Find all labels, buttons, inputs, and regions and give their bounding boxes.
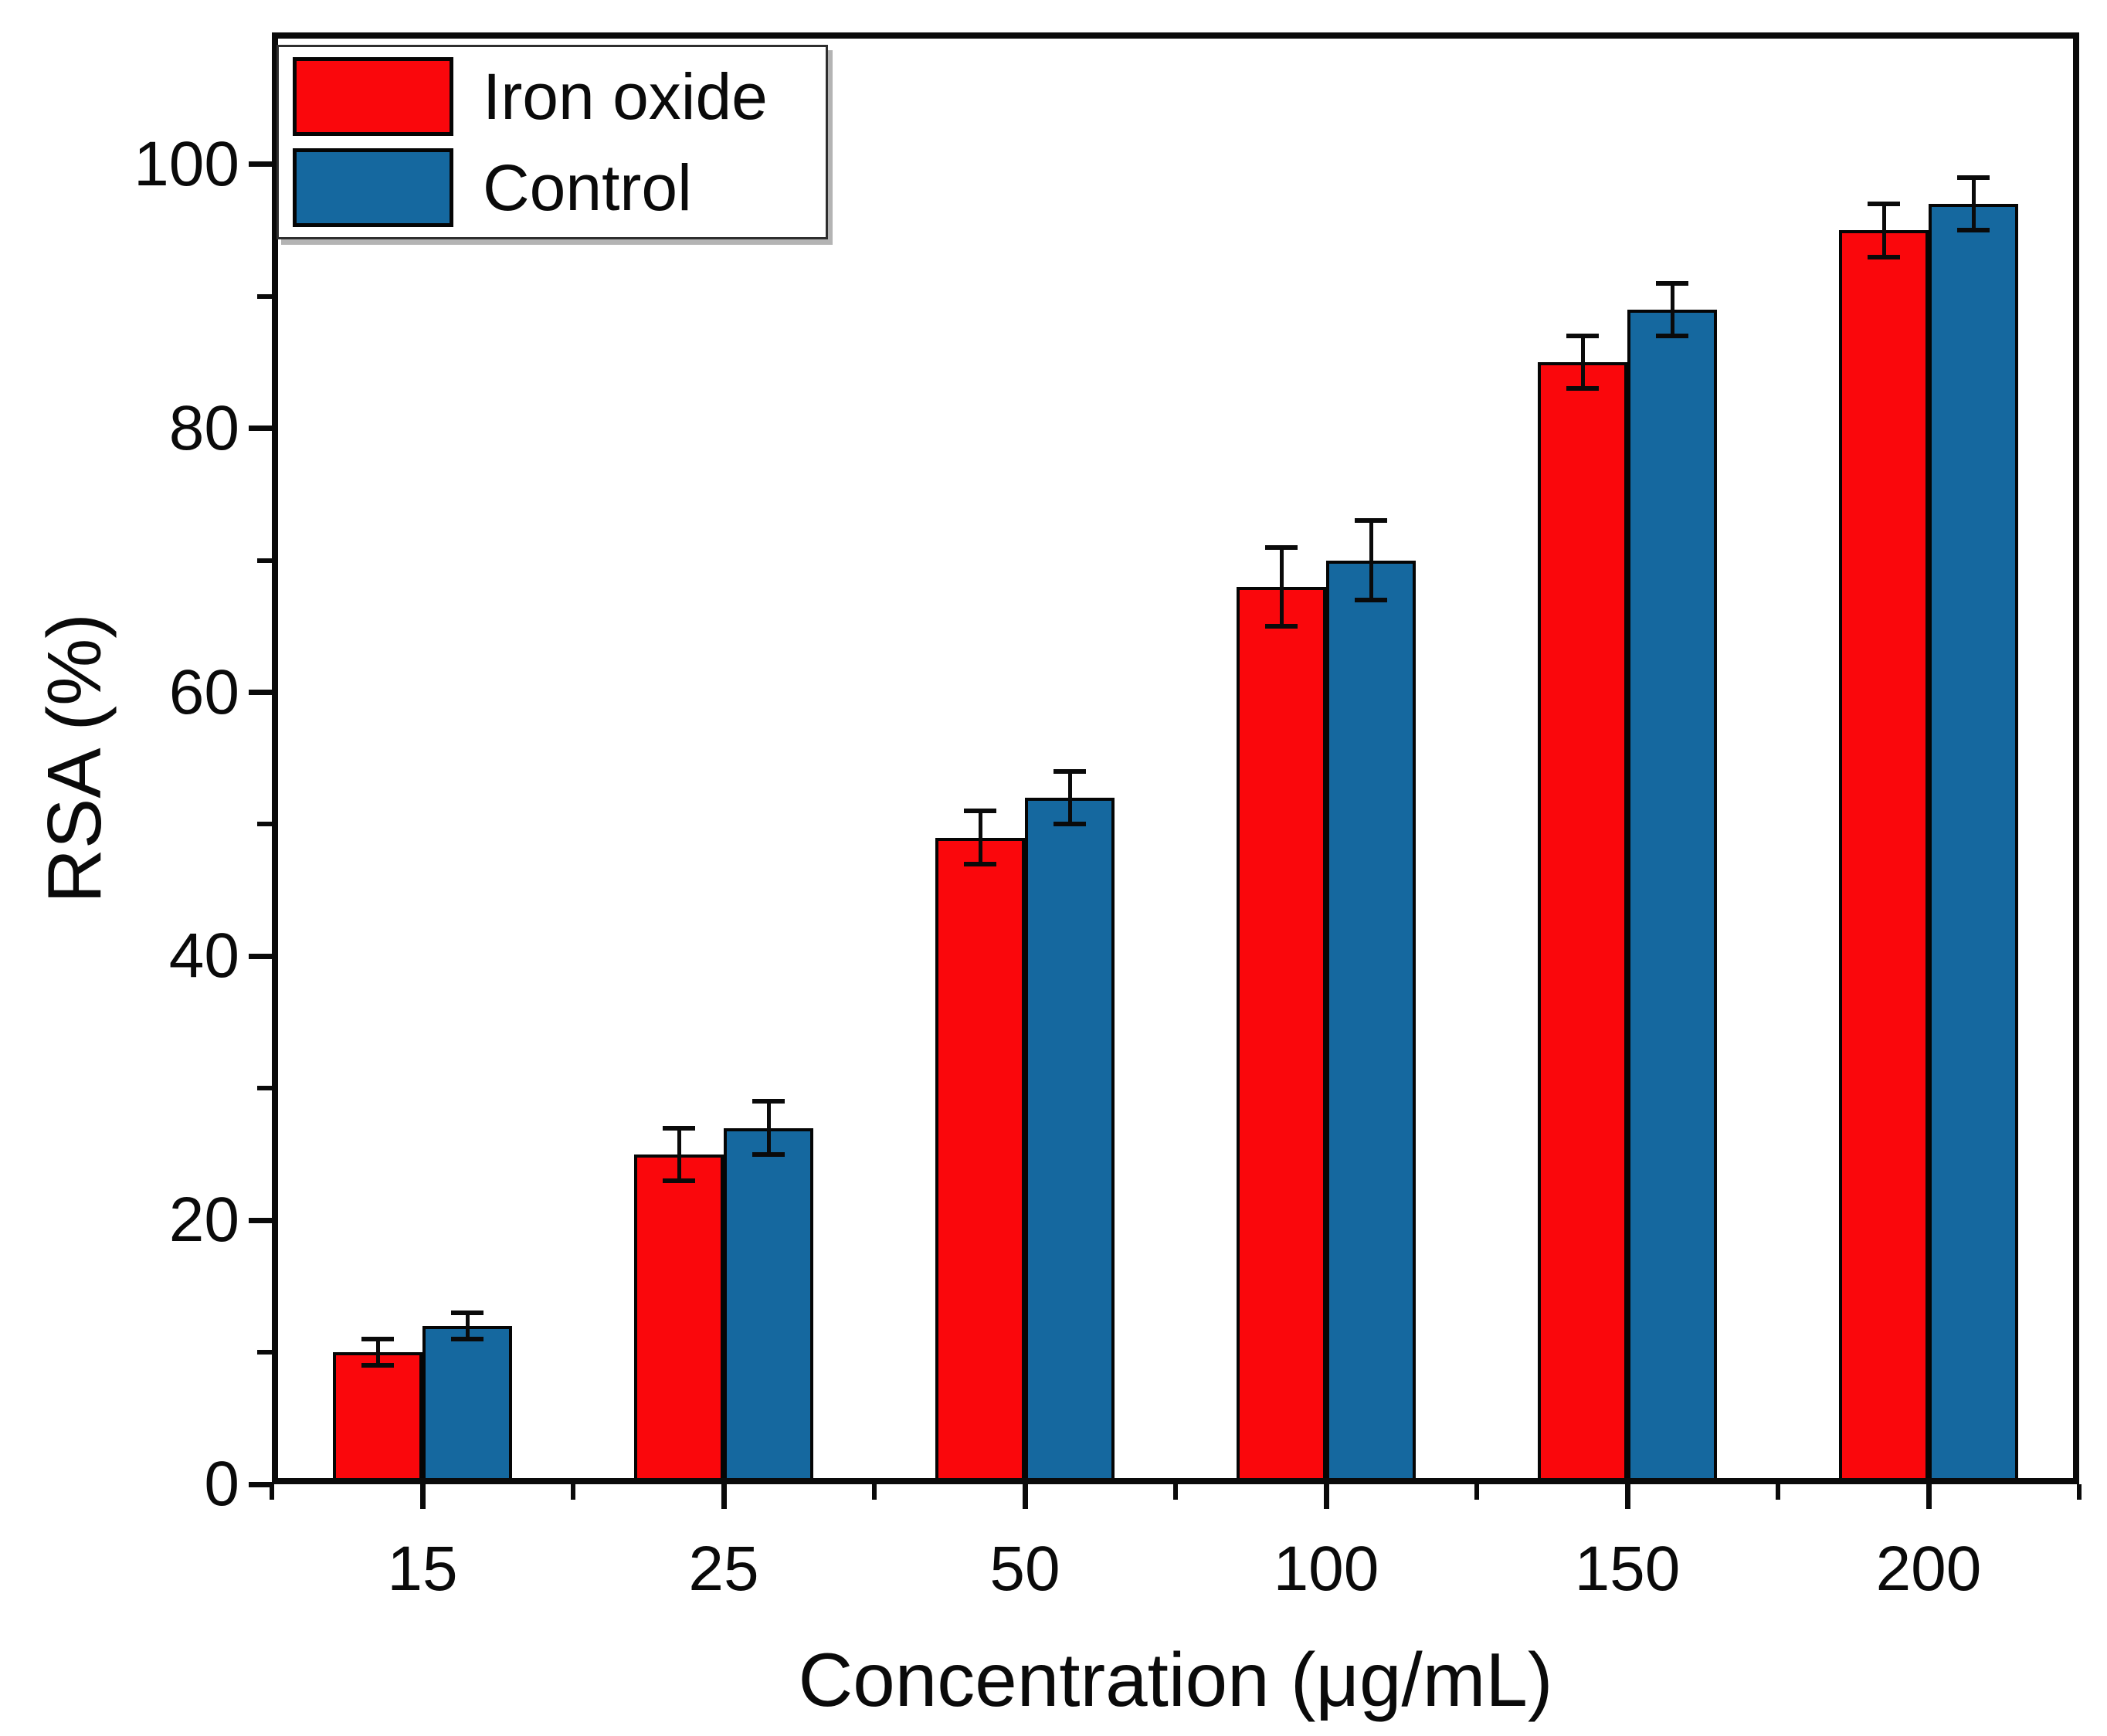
legend-label-iron-oxide: Iron oxide: [483, 60, 768, 133]
x-minor-tick: [1776, 1484, 1780, 1500]
y-axis-title: RSA (%): [32, 613, 117, 904]
error-bar-cap-top-control: [1054, 769, 1086, 775]
error-bar-line-control: [465, 1312, 470, 1339]
error-bar-cap-top-iron-oxide: [663, 1125, 695, 1131]
error-bar-cap-bottom-iron-oxide: [1265, 624, 1298, 629]
x-major-tick: [721, 1484, 727, 1509]
bar-iron-oxide: [634, 1154, 724, 1484]
error-bar-cap-bottom-control: [1355, 597, 1387, 602]
y-major-tick: [249, 161, 272, 168]
error-bar-line-iron-oxide: [1881, 204, 1886, 257]
x-minor-tick: [2077, 1484, 2082, 1500]
error-bar-line-iron-oxide: [978, 811, 982, 864]
error-bar-cap-bottom-iron-oxide: [1566, 386, 1599, 392]
error-bar-cap-top-iron-oxide: [361, 1337, 394, 1341]
bar-iron-oxide: [333, 1352, 422, 1484]
y-major-tick: [249, 690, 272, 696]
x-minor-tick: [872, 1484, 877, 1500]
error-bar-cap-bottom-control: [1957, 228, 1990, 233]
error-bar-line-iron-oxide: [1580, 336, 1585, 389]
x-major-tick: [419, 1484, 426, 1509]
error-bar-cap-top-control: [1656, 280, 1688, 286]
x-axis-line: [272, 1478, 2079, 1484]
y-major-tick: [249, 1217, 272, 1223]
x-tick-label: 200: [1875, 1534, 1982, 1604]
bar-iron-oxide: [1237, 586, 1326, 1484]
error-bar-cap-bottom-iron-oxide: [964, 861, 996, 866]
legend-item-iron-oxide: Iron oxide: [293, 56, 826, 137]
error-bar-line-control: [766, 1101, 771, 1155]
error-bar-cap-top-control: [1957, 175, 1990, 180]
y-tick-label: 20: [168, 1185, 239, 1256]
y-tick-label: 80: [168, 392, 239, 463]
y-axis-line: [272, 32, 278, 1484]
error-bar-line-iron-oxide: [1279, 547, 1284, 627]
legend-swatch-control: [293, 148, 453, 227]
error-bar-cap-bottom-control: [1656, 334, 1688, 339]
y-minor-tick: [257, 1086, 272, 1091]
bar-control: [1929, 204, 2018, 1484]
error-bar-line-iron-oxide: [677, 1127, 681, 1181]
bar-control: [1627, 309, 1717, 1484]
y-tick-label: 100: [134, 128, 239, 199]
error-bar-cap-bottom-iron-oxide: [1868, 254, 1900, 259]
x-minor-tick: [571, 1484, 575, 1500]
error-bar-line-control: [1971, 178, 1976, 231]
x-major-tick: [1022, 1484, 1028, 1509]
bar-iron-oxide: [1538, 362, 1627, 1484]
error-bar-cap-bottom-iron-oxide: [361, 1363, 394, 1368]
x-minor-tick: [270, 1484, 274, 1500]
top-spine: [272, 32, 2079, 39]
legend-swatch-iron-oxide: [293, 57, 453, 136]
bar-control: [724, 1127, 813, 1484]
right-spine: [2073, 32, 2079, 1484]
x-axis-title: Concentration (μg/mL): [798, 1637, 1553, 1722]
x-major-tick: [1925, 1484, 1932, 1509]
error-bar-cap-bottom-control: [752, 1151, 785, 1157]
legend-label-control: Control: [483, 151, 692, 224]
error-bar-cap-bottom-iron-oxide: [663, 1178, 695, 1183]
error-bar-cap-top-control: [752, 1099, 785, 1104]
bar-iron-oxide: [1839, 230, 1929, 1484]
y-tick-label: 0: [204, 1449, 239, 1519]
bar-control: [1326, 560, 1416, 1484]
error-bar-cap-top-control: [1355, 518, 1387, 524]
error-bar-cap-bottom-control: [451, 1337, 483, 1341]
error-bar-line-control: [1067, 771, 1072, 825]
error-bar-cap-bottom-control: [1054, 822, 1086, 827]
x-minor-tick: [1474, 1484, 1479, 1500]
x-major-tick: [1323, 1484, 1329, 1509]
x-tick-label: 150: [1574, 1534, 1681, 1604]
y-major-tick: [249, 426, 272, 432]
y-major-tick: [249, 953, 272, 959]
error-bar-cap-top-iron-oxide: [1566, 334, 1599, 339]
error-bar-line-iron-oxide: [375, 1339, 380, 1366]
error-bar-cap-top-iron-oxide: [1265, 544, 1298, 550]
x-tick-label: 25: [688, 1534, 759, 1604]
error-bar-cap-top-iron-oxide: [964, 809, 996, 814]
y-tick-label: 40: [168, 921, 239, 992]
plot-area: 0 20 40 60 80 100 15 25 50 100 150 200: [134, 32, 2082, 1604]
legend-item-control: Control: [293, 147, 826, 228]
bar-control: [1025, 798, 1115, 1484]
error-bar-cap-top-iron-oxide: [1868, 202, 1900, 207]
bar-control: [422, 1325, 512, 1484]
error-bar-cap-top-control: [451, 1310, 483, 1315]
x-minor-tick: [1173, 1484, 1178, 1500]
x-tick-label: 100: [1273, 1534, 1379, 1604]
y-tick-label: 60: [168, 656, 239, 727]
x-tick-label: 50: [989, 1534, 1060, 1604]
error-bar-line-control: [1369, 520, 1373, 600]
x-tick-label: 15: [387, 1534, 458, 1604]
y-minor-tick: [257, 1350, 272, 1355]
y-major-tick: [249, 1481, 272, 1487]
y-minor-tick: [257, 558, 272, 563]
legend: Iron oxide Control: [277, 45, 828, 239]
x-major-tick: [1624, 1484, 1630, 1509]
y-minor-tick: [257, 822, 272, 827]
error-bar-line-control: [1670, 283, 1674, 337]
bar-iron-oxide: [935, 837, 1025, 1484]
y-minor-tick: [257, 293, 272, 299]
